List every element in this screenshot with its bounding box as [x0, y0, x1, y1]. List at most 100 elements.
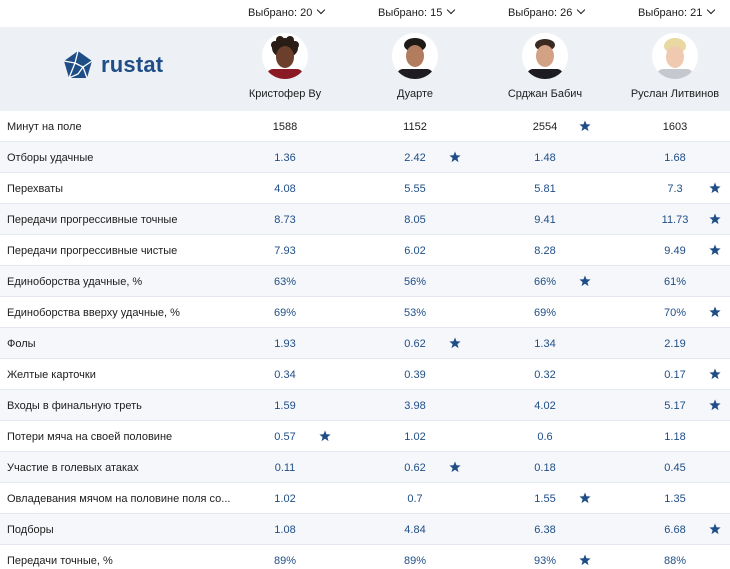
stat-value: 69% — [533, 307, 557, 319]
table-row: Передачи прогрессивные чистые 7.93 6.02 8.2… — [0, 235, 730, 266]
chevron-down-icon — [317, 5, 326, 15]
stat-value: 1.02 — [274, 493, 296, 505]
stat-value: 5.17 — [664, 400, 686, 412]
table-row: Потери мяча на своей половине 0.57 1.02 0.6… — [0, 421, 730, 452]
stat-value: 1.36 — [274, 152, 296, 164]
logo-pentagon-icon — [63, 50, 93, 79]
stat-value: 2.19 — [664, 338, 686, 350]
stat-value: 0.11 — [274, 462, 296, 474]
stat-value: 66% — [533, 276, 557, 288]
table-row: Отборы удачные 1.36 2.42 1.48 1.68 — [0, 142, 730, 173]
stat-value: 9.41 — [534, 214, 556, 226]
star-icon — [709, 244, 721, 256]
stat-value: 89% — [273, 555, 297, 567]
stat-value: 1152 — [403, 121, 427, 133]
player-avatar — [392, 33, 438, 79]
stat-value: 1.18 — [664, 431, 686, 443]
stat-value: 0.62 — [404, 338, 426, 350]
player-avatar — [522, 33, 568, 79]
player-selector-2[interactable]: Выбрано: 15 — [378, 5, 456, 19]
selector-label: Выбрано: 21 — [638, 7, 703, 19]
stat-value: 6.68 — [664, 524, 686, 536]
table-row: Перехваты 4.08 5.55 5.81 7.3 — [0, 173, 730, 204]
stat-value: 6.38 — [534, 524, 556, 536]
star-icon — [709, 213, 721, 225]
stat-value: 1588 — [272, 121, 298, 133]
table-row: Фолы 1.93 0.62 1.34 2.19 — [0, 328, 730, 359]
table-row: Желтые карточки 0.34 0.39 0.32 0.17 — [0, 359, 730, 390]
star-icon — [709, 523, 721, 535]
stat-value: 0.17 — [664, 369, 686, 381]
stat-value: 1.08 — [274, 524, 296, 536]
stat-value: 2554 — [532, 121, 558, 133]
stat-value: 7.93 — [274, 245, 296, 257]
star-icon — [579, 554, 591, 566]
row-label: Входы в финальную треть — [7, 400, 142, 412]
star-icon — [449, 151, 461, 163]
selector-label: Выбрано: 15 — [378, 7, 443, 19]
player-selector-1[interactable]: Выбрано: 20 — [248, 5, 326, 19]
stat-value: 53% — [403, 307, 427, 319]
stat-value: 8.28 — [534, 245, 556, 257]
stat-value: 2.42 — [404, 152, 426, 164]
table-row: Единоборства удачные, % 63% 56% 66% 61% — [0, 266, 730, 297]
star-icon — [319, 430, 331, 442]
star-icon — [449, 337, 461, 349]
player-column-4[interactable]: Руслан Литвинов — [615, 33, 730, 100]
chevron-down-icon — [577, 5, 586, 15]
stat-value: 70% — [663, 307, 687, 319]
table-row: Подборы 1.08 4.84 6.38 6.68 — [0, 514, 730, 545]
player-selector-3[interactable]: Выбрано: 26 — [508, 5, 586, 19]
player-name: Дуарте — [396, 88, 434, 100]
stat-value: 69% — [273, 307, 297, 319]
player-name: Кристофер Ву — [248, 88, 322, 100]
player-column-2[interactable]: Дуарте — [355, 33, 475, 100]
stat-value: 0.18 — [534, 462, 556, 474]
stat-value: 8.05 — [404, 214, 426, 226]
stat-value: 0.62 — [404, 462, 426, 474]
stat-value: 1.59 — [274, 400, 296, 412]
table-row: Передачи прогрессивные точные 8.73 8.05 9.4… — [0, 204, 730, 235]
players-header: rustat Кристофер Ву Дуарте — [0, 27, 730, 111]
stat-value: 61% — [663, 276, 687, 288]
rustat-logo[interactable]: rustat — [62, 49, 163, 81]
stat-value: 1.02 — [404, 431, 426, 443]
row-label: Участие в голевых атаках — [7, 462, 139, 474]
player-name: Руслан Литвинов — [630, 88, 720, 100]
stat-value: 56% — [403, 276, 427, 288]
stat-value: 88% — [663, 555, 687, 567]
selector-label: Выбрано: 26 — [508, 7, 573, 19]
stat-value: 9.49 — [664, 245, 686, 257]
stat-value: 0.32 — [534, 369, 556, 381]
row-label: Потери мяча на своей половине — [7, 431, 173, 443]
stat-value: 1.93 — [274, 338, 296, 350]
stat-value: 0.34 — [274, 369, 296, 381]
stat-value: 4.84 — [404, 524, 426, 536]
row-label: Фолы — [7, 338, 36, 350]
stat-value: 4.08 — [274, 183, 296, 195]
stat-value: 0.7 — [407, 493, 423, 505]
player-avatar — [262, 33, 308, 79]
player-selector-4[interactable]: Выбрано: 21 — [638, 5, 716, 19]
row-label: Отборы удачные — [7, 152, 94, 164]
player-column-1[interactable]: Кристофер Ву — [225, 33, 345, 100]
stat-value: 8.73 — [274, 214, 296, 226]
stat-value: 0.39 — [404, 369, 426, 381]
star-icon — [449, 461, 461, 473]
row-label: Передачи прогрессивные точные — [7, 214, 178, 226]
stat-value: 3.98 — [404, 400, 426, 412]
player-column-3[interactable]: Срджан Бабич — [485, 33, 605, 100]
stat-value: 7.3 — [667, 183, 683, 195]
table-row: Участие в голевых атаках 0.11 0.62 0.18 0.45 — [0, 452, 730, 483]
stat-value: 93% — [533, 555, 557, 567]
row-label: Передачи прогрессивные чистые — [7, 245, 178, 257]
chevron-down-icon — [447, 5, 456, 15]
row-label: Подборы — [7, 524, 54, 536]
stat-value: 63% — [273, 276, 297, 288]
row-label: Овладевания мячом на половине поля со... — [7, 493, 231, 505]
star-icon — [579, 492, 591, 504]
table-row: Передачи точные, % 89% 89% 93% 88% — [0, 545, 730, 569]
stat-value: 1.35 — [664, 493, 686, 505]
stat-value: 0.6 — [537, 431, 553, 443]
star-icon — [709, 399, 721, 411]
